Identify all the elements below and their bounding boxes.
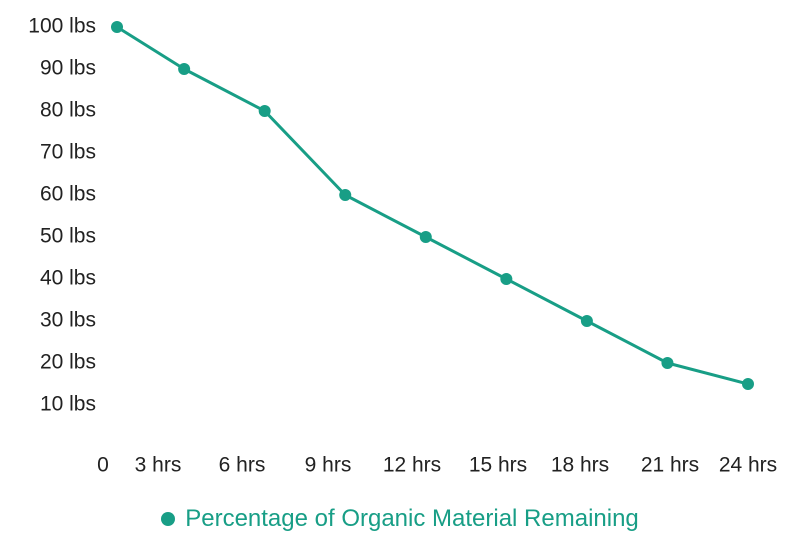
x-tick-label: 12 hrs [383,454,441,477]
legend: Percentage of Organic Material Remaining [0,505,800,533]
x-tick-label: 21 hrs [641,454,699,477]
data-point [419,231,432,243]
data-point [500,273,513,285]
data-point [339,189,352,201]
y-tick-label: 100 lbs [28,15,96,38]
data-point [258,105,271,117]
y-tick-label: 70 lbs [40,141,96,164]
y-tick-label: 20 lbs [40,351,96,374]
y-tick-label: 40 lbs [40,267,96,290]
y-tick-label: 50 lbs [40,225,96,248]
y-tick-label: 60 lbs [40,183,96,206]
x-tick-label: 24 hrs [719,454,777,477]
y-tick-label: 90 lbs [40,57,96,80]
x-tick-label: 3 hrs [135,454,182,477]
series-points [111,21,754,390]
legend-marker [161,512,176,526]
data-point [178,63,191,75]
series-line [116,25,749,386]
y-tick-label: 10 lbs [40,393,96,416]
y-tick-label: 80 lbs [40,99,96,122]
x-tick-label: 18 hrs [551,454,609,477]
series-lines [116,25,749,386]
x-tick-label: 6 hrs [219,454,266,477]
y-tick-label: 30 lbs [40,309,96,332]
data-point [111,21,123,33]
legend-label: Percentage of Organic Material Remaining [185,505,639,532]
x-tick-label: 9 hrs [305,454,352,477]
x-tick-label: 0 [97,454,109,477]
data-point [580,315,593,327]
y-axis-ticks: 10 lbs 20 lbs 30 lbs 40 lbs 50 lbs 60 lbs 70 l… [28,15,96,416]
data-point [661,357,674,369]
x-tick-label: 15 hrs [469,454,527,477]
x-axis-ticks: 0 3 hrs 6 hrs 9 hrs 12 hrs 15 hrs 18 hrs 21 hrs… [97,454,777,477]
data-point [742,378,754,390]
